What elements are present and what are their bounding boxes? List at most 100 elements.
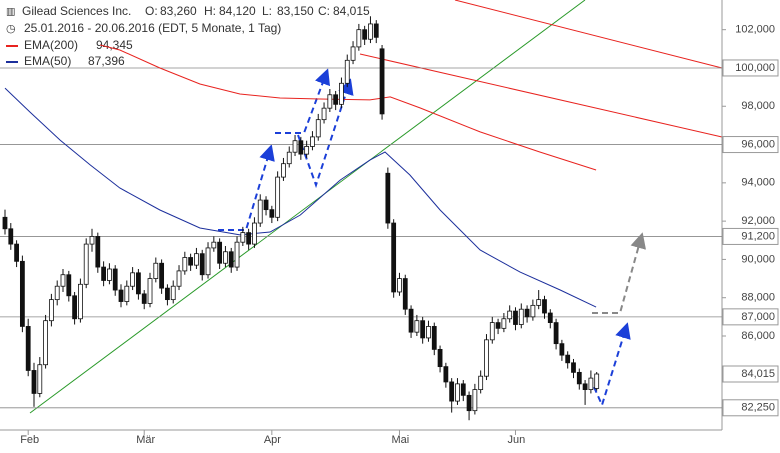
candle-body <box>321 107 327 121</box>
candle-body <box>327 94 333 109</box>
y-tick-label: 88,000 <box>741 292 775 304</box>
candle-body <box>339 82 344 105</box>
candle-body <box>153 262 159 279</box>
candle-body <box>31 370 37 394</box>
candle-body <box>281 163 286 178</box>
candle-body <box>426 326 431 339</box>
candle-body <box>263 199 269 211</box>
quote-value: 83,260 <box>160 4 197 18</box>
candle-body <box>182 257 188 272</box>
trend-line <box>359 53 723 138</box>
candle-body <box>275 176 281 218</box>
candle-body <box>269 209 275 218</box>
price-label: 91,200 <box>741 230 775 242</box>
candle-body <box>8 228 14 245</box>
candle-body <box>83 243 89 285</box>
candle-body <box>414 320 420 333</box>
y-tick-label: 94,000 <box>741 177 775 189</box>
candle-body <box>240 232 246 243</box>
candle-body <box>542 299 547 314</box>
candle-body <box>472 389 478 412</box>
candle-body <box>368 23 373 40</box>
candle-body <box>292 140 298 153</box>
candle-body <box>437 348 443 368</box>
candle-body <box>78 283 83 320</box>
candle-body <box>402 278 408 310</box>
candle-body <box>391 222 397 293</box>
candle-body <box>252 222 257 245</box>
title: Gilead Sciences Inc. <box>22 4 131 18</box>
candle-body <box>298 140 304 155</box>
candle-body <box>176 270 182 287</box>
candle-body <box>286 151 292 165</box>
x-tick-label: Mai <box>391 434 409 446</box>
candle-body <box>66 274 72 297</box>
candle-body <box>223 251 228 264</box>
candle-body <box>60 274 66 287</box>
y-tick-label: 92,000 <box>741 215 775 227</box>
candle-body <box>455 383 460 402</box>
candle-body <box>344 59 350 84</box>
candle-body <box>37 364 43 394</box>
candle-body <box>211 241 217 249</box>
candle-body <box>118 289 124 302</box>
candle-body <box>54 285 60 301</box>
candle-body <box>228 251 234 268</box>
candle-body <box>170 285 176 301</box>
candle-body <box>571 362 576 373</box>
candle-body <box>501 318 507 329</box>
candle-body <box>524 308 530 318</box>
price-label: 100,000 <box>735 62 775 74</box>
price-box <box>722 136 779 154</box>
candle-body <box>257 199 263 224</box>
candle-body <box>466 394 472 412</box>
candle-body <box>14 243 19 262</box>
candle-body <box>43 320 48 366</box>
icon: ▥ <box>6 7 15 18</box>
candle-body <box>495 322 501 329</box>
legend-label: EMA(50) <box>24 54 71 68</box>
candle-body <box>165 287 170 301</box>
candle-body <box>89 236 95 245</box>
candle-body <box>530 304 536 318</box>
candle-body <box>431 326 437 350</box>
legend-value: 87,396 <box>88 54 125 68</box>
candle-body <box>130 272 136 287</box>
candle-body <box>420 320 426 339</box>
candle-body <box>507 310 513 320</box>
candle-body <box>194 253 199 266</box>
candle-body <box>443 366 449 383</box>
candle-body <box>48 299 54 322</box>
candle-body <box>246 232 252 245</box>
candle-body <box>478 375 484 391</box>
candle-body <box>188 257 194 266</box>
price-label: 82,250 <box>741 402 775 414</box>
arrow <box>592 232 647 314</box>
candle-body <box>234 241 240 268</box>
candle-body <box>333 94 339 105</box>
candle-body <box>159 262 165 289</box>
quote-value: 83,150 <box>277 4 314 18</box>
candle-body <box>350 46 356 61</box>
candle-body <box>310 136 315 147</box>
ema-line <box>99 44 597 171</box>
subtitle: 25.01.2016 - 20.06.2016 (EDT, 5 Monate, … <box>24 21 281 35</box>
candle-body <box>107 268 112 281</box>
candle-body <box>588 377 594 391</box>
candle-body <box>484 339 489 377</box>
candle-body <box>582 383 588 391</box>
candle-body <box>547 312 553 323</box>
quote-value: 84,015 <box>333 4 370 18</box>
candle-body <box>559 343 565 356</box>
legend-label: EMA(200) <box>24 38 78 52</box>
candle-body <box>576 371 582 385</box>
candle-body <box>518 308 524 325</box>
price-box <box>722 227 779 245</box>
candle-body <box>95 236 101 268</box>
y-tick-label: 86,000 <box>741 330 775 342</box>
price-label: 96,000 <box>741 138 775 150</box>
candle-body <box>112 268 118 291</box>
candle-body <box>72 295 78 320</box>
candle-body <box>124 285 130 302</box>
